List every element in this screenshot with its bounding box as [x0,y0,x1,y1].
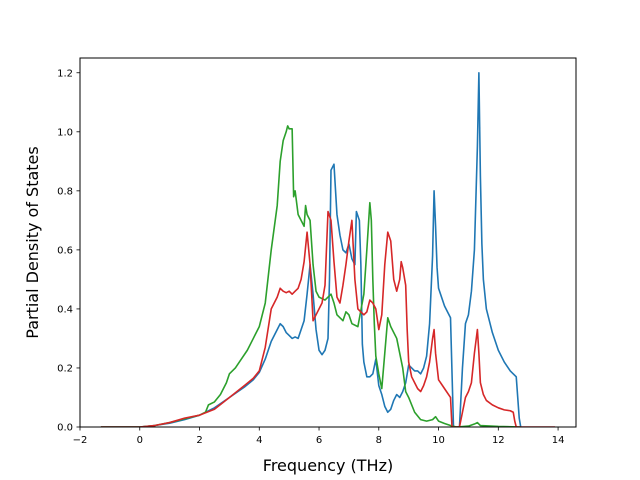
x-tick-label: 0 [137,435,143,446]
x-tick-label: 8 [376,435,382,446]
y-axis-label: Partial Density of States [23,146,42,338]
y-axis-ticks: 0.0 0.2 0.4 0.6 0.8 1.0 1.2 [57,68,80,434]
x-tick-label: 12 [492,435,505,446]
series-layer [100,71,556,427]
series-line-0 [100,71,522,427]
x-tick-label: 2 [196,435,202,446]
y-tick-label: 0.2 [57,363,73,374]
y-tick-label: 0.8 [57,186,73,197]
series-line-1 [100,125,521,427]
x-tick-label: 14 [552,435,565,446]
x-tick-label: 6 [316,435,322,446]
x-tick-label: 4 [256,435,262,446]
series-line-2 [100,210,556,427]
axes-frame [79,57,577,428]
y-tick-label: 0.4 [57,304,73,315]
x-tick-label: −2 [73,435,88,446]
x-tick-label: 10 [432,435,445,446]
x-axis-ticks: −2 0 2 4 6 8 10 12 14 [73,427,565,446]
y-tick-label: 1.2 [57,68,73,79]
y-tick-label: 1.0 [57,127,73,138]
y-tick-label: 0.6 [57,245,73,256]
x-axis-label: Frequency (THz) [263,456,393,475]
y-tick-label: 0.0 [57,423,73,434]
